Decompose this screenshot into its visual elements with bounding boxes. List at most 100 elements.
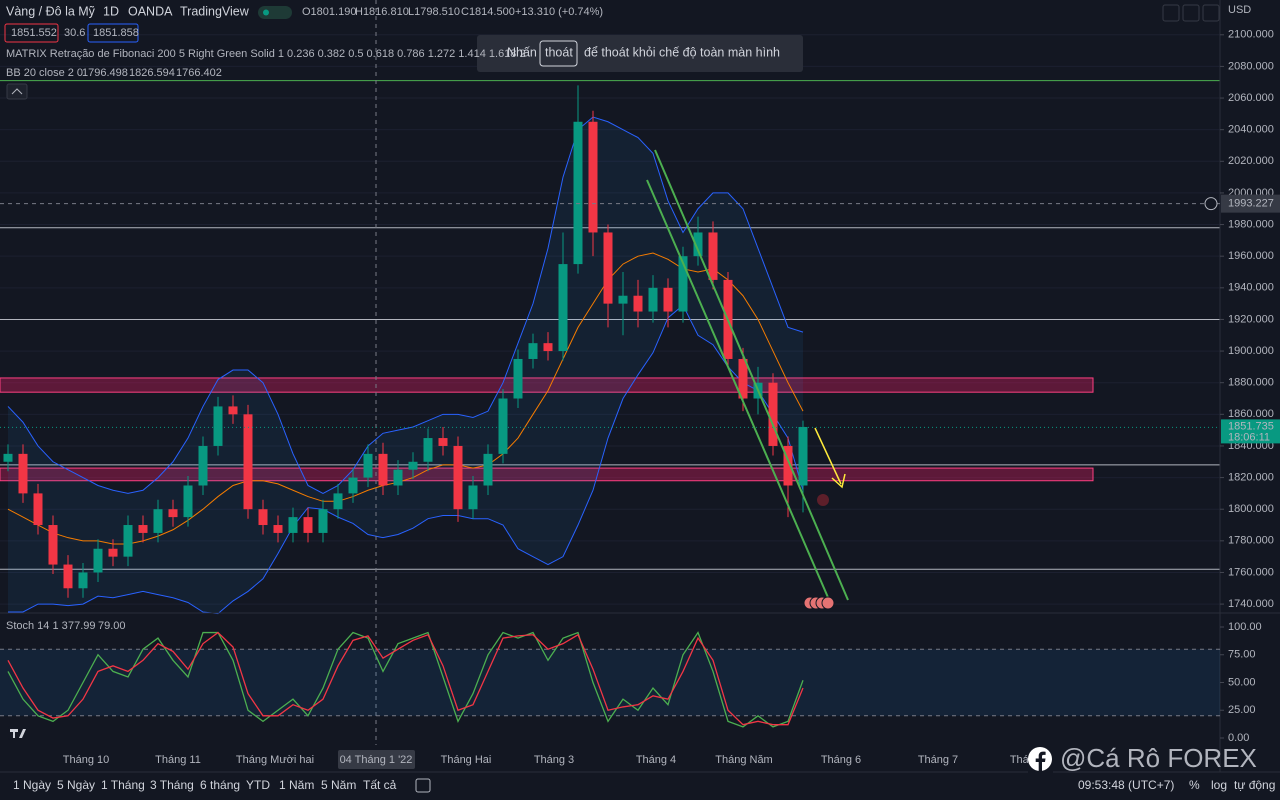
candle-body xyxy=(783,445,793,486)
stoch-d-value: 79.00 xyxy=(98,620,126,632)
button[interactable] xyxy=(1202,4,1220,22)
scale-option[interactable]: tự động xyxy=(1234,778,1275,792)
range-button[interactable]: YTD xyxy=(246,778,270,792)
range-button[interactable]: 6 tháng xyxy=(200,778,240,792)
candle-body xyxy=(273,525,283,533)
toast-key: thoát xyxy=(545,45,573,59)
source: TradingView xyxy=(180,4,250,18)
candle-body xyxy=(528,343,538,359)
range-button[interactable]: 1 Năm xyxy=(279,778,314,792)
bb-legend: BB 20 close 2 0 xyxy=(6,67,83,79)
candle-body xyxy=(498,398,508,454)
candle-body xyxy=(363,453,373,478)
range-button[interactable]: 5 Ngày xyxy=(57,778,95,792)
candle-body xyxy=(573,121,583,265)
bb-value: 1796.498 xyxy=(82,67,128,79)
window-buttons xyxy=(1162,4,1220,22)
button[interactable] xyxy=(1162,4,1180,22)
candle-body xyxy=(633,295,643,312)
x-tick-label: Tháng Mười hai xyxy=(236,754,314,766)
bb-line xyxy=(7,116,804,494)
candle-body xyxy=(63,564,73,589)
scale-option[interactable]: log xyxy=(1211,778,1227,792)
stoch-legend: Stoch 14 1 3 xyxy=(6,620,68,632)
x-tick-label: Tháng 3 xyxy=(534,754,574,766)
collapse-button[interactable] xyxy=(6,83,28,100)
candle-body xyxy=(543,343,553,352)
arrow-head xyxy=(831,473,846,489)
y-tick-label: 1980.000 xyxy=(1228,218,1274,230)
stoch-tick-label: 50.00 xyxy=(1228,676,1256,688)
buy-price: 1851.858 xyxy=(93,27,139,39)
candle-body xyxy=(93,548,103,573)
candle-body xyxy=(258,509,268,526)
watermark: @Cá Rô FOREX xyxy=(1060,743,1257,773)
candle-body xyxy=(378,453,388,486)
buy-button[interactable] xyxy=(87,23,139,43)
candle-body xyxy=(3,453,13,462)
x-tick-label: Tháng 7 xyxy=(918,754,958,766)
candle-body xyxy=(663,287,673,312)
range-button[interactable]: 1 Tháng xyxy=(101,778,145,792)
candle-body xyxy=(423,438,433,462)
symbol: Vàng / Đô la Mỹ xyxy=(6,4,96,18)
y-tick-label: 1960.000 xyxy=(1228,250,1274,262)
y-tick-label: 1920.000 xyxy=(1228,313,1274,325)
ohlc-value: L1798.510 xyxy=(408,6,460,18)
candle-body xyxy=(483,453,493,486)
currency: USD xyxy=(1228,4,1251,16)
clock: 09:53:48 (UTC+7) xyxy=(1078,778,1174,792)
candle-body xyxy=(153,509,163,533)
x-tick-label: Tháng Hai xyxy=(441,754,492,766)
scale-option[interactable]: % xyxy=(1189,778,1200,792)
candle-body xyxy=(78,572,88,589)
stoch-tick-label: 0.00 xyxy=(1228,732,1249,744)
range-button[interactable]: Tất cả xyxy=(363,778,397,792)
range-button[interactable]: 1 Ngày xyxy=(13,778,51,792)
candle-body xyxy=(798,426,808,486)
collapse-icon xyxy=(11,88,23,95)
candle-body xyxy=(618,295,628,304)
y-tick-label: 1940.000 xyxy=(1228,282,1274,294)
date-range-button[interactable] xyxy=(415,778,431,793)
facebook-icon xyxy=(1028,747,1052,771)
button[interactable] xyxy=(1182,4,1200,22)
candle-body xyxy=(588,121,598,233)
sell-button[interactable] xyxy=(4,23,59,43)
toast-text: để thoát khỏi chế độ toàn màn hình xyxy=(584,45,780,59)
channel-line xyxy=(654,149,849,601)
key-box xyxy=(539,40,578,67)
y-tick-label: 1780.000 xyxy=(1228,535,1274,547)
range-button[interactable]: 3 Tháng xyxy=(150,778,194,792)
toggle-dot xyxy=(263,9,269,16)
crosshair-price-box xyxy=(1221,194,1280,213)
bb-line xyxy=(8,304,804,615)
candle-body xyxy=(138,525,148,533)
bb-value: 1766.402 xyxy=(176,67,222,79)
candle-body xyxy=(183,485,193,518)
candle-body xyxy=(768,382,778,446)
sell-price: 1851.552 xyxy=(11,27,57,39)
exchange: OANDA xyxy=(128,4,173,18)
candle-body xyxy=(348,477,358,494)
candle-body xyxy=(438,438,448,446)
candle-body xyxy=(108,548,118,557)
candle-body xyxy=(18,453,28,494)
x-tick-label: Tháng 11 xyxy=(155,754,201,766)
crosshair-plus xyxy=(1204,197,1218,211)
y-tick-label: 1760.000 xyxy=(1228,566,1274,578)
zone xyxy=(0,467,1094,482)
y-tick-label: 1740.000 xyxy=(1228,598,1274,610)
x-tick-label: Tháng 10 xyxy=(63,754,109,766)
toast xyxy=(477,35,803,72)
arrow xyxy=(814,427,842,485)
crosshair-date-box xyxy=(338,750,415,769)
interval: 1D xyxy=(103,4,119,18)
x-tick-label: Tháng 6 xyxy=(821,754,861,766)
stoch-band xyxy=(0,649,1220,716)
toggle[interactable] xyxy=(258,6,292,19)
fib-legend: MATRIX Retração de Fibonaci 200 5 Right … xyxy=(6,48,526,60)
range-button[interactable]: 5 Năm xyxy=(321,778,356,792)
candle-body xyxy=(558,264,568,352)
